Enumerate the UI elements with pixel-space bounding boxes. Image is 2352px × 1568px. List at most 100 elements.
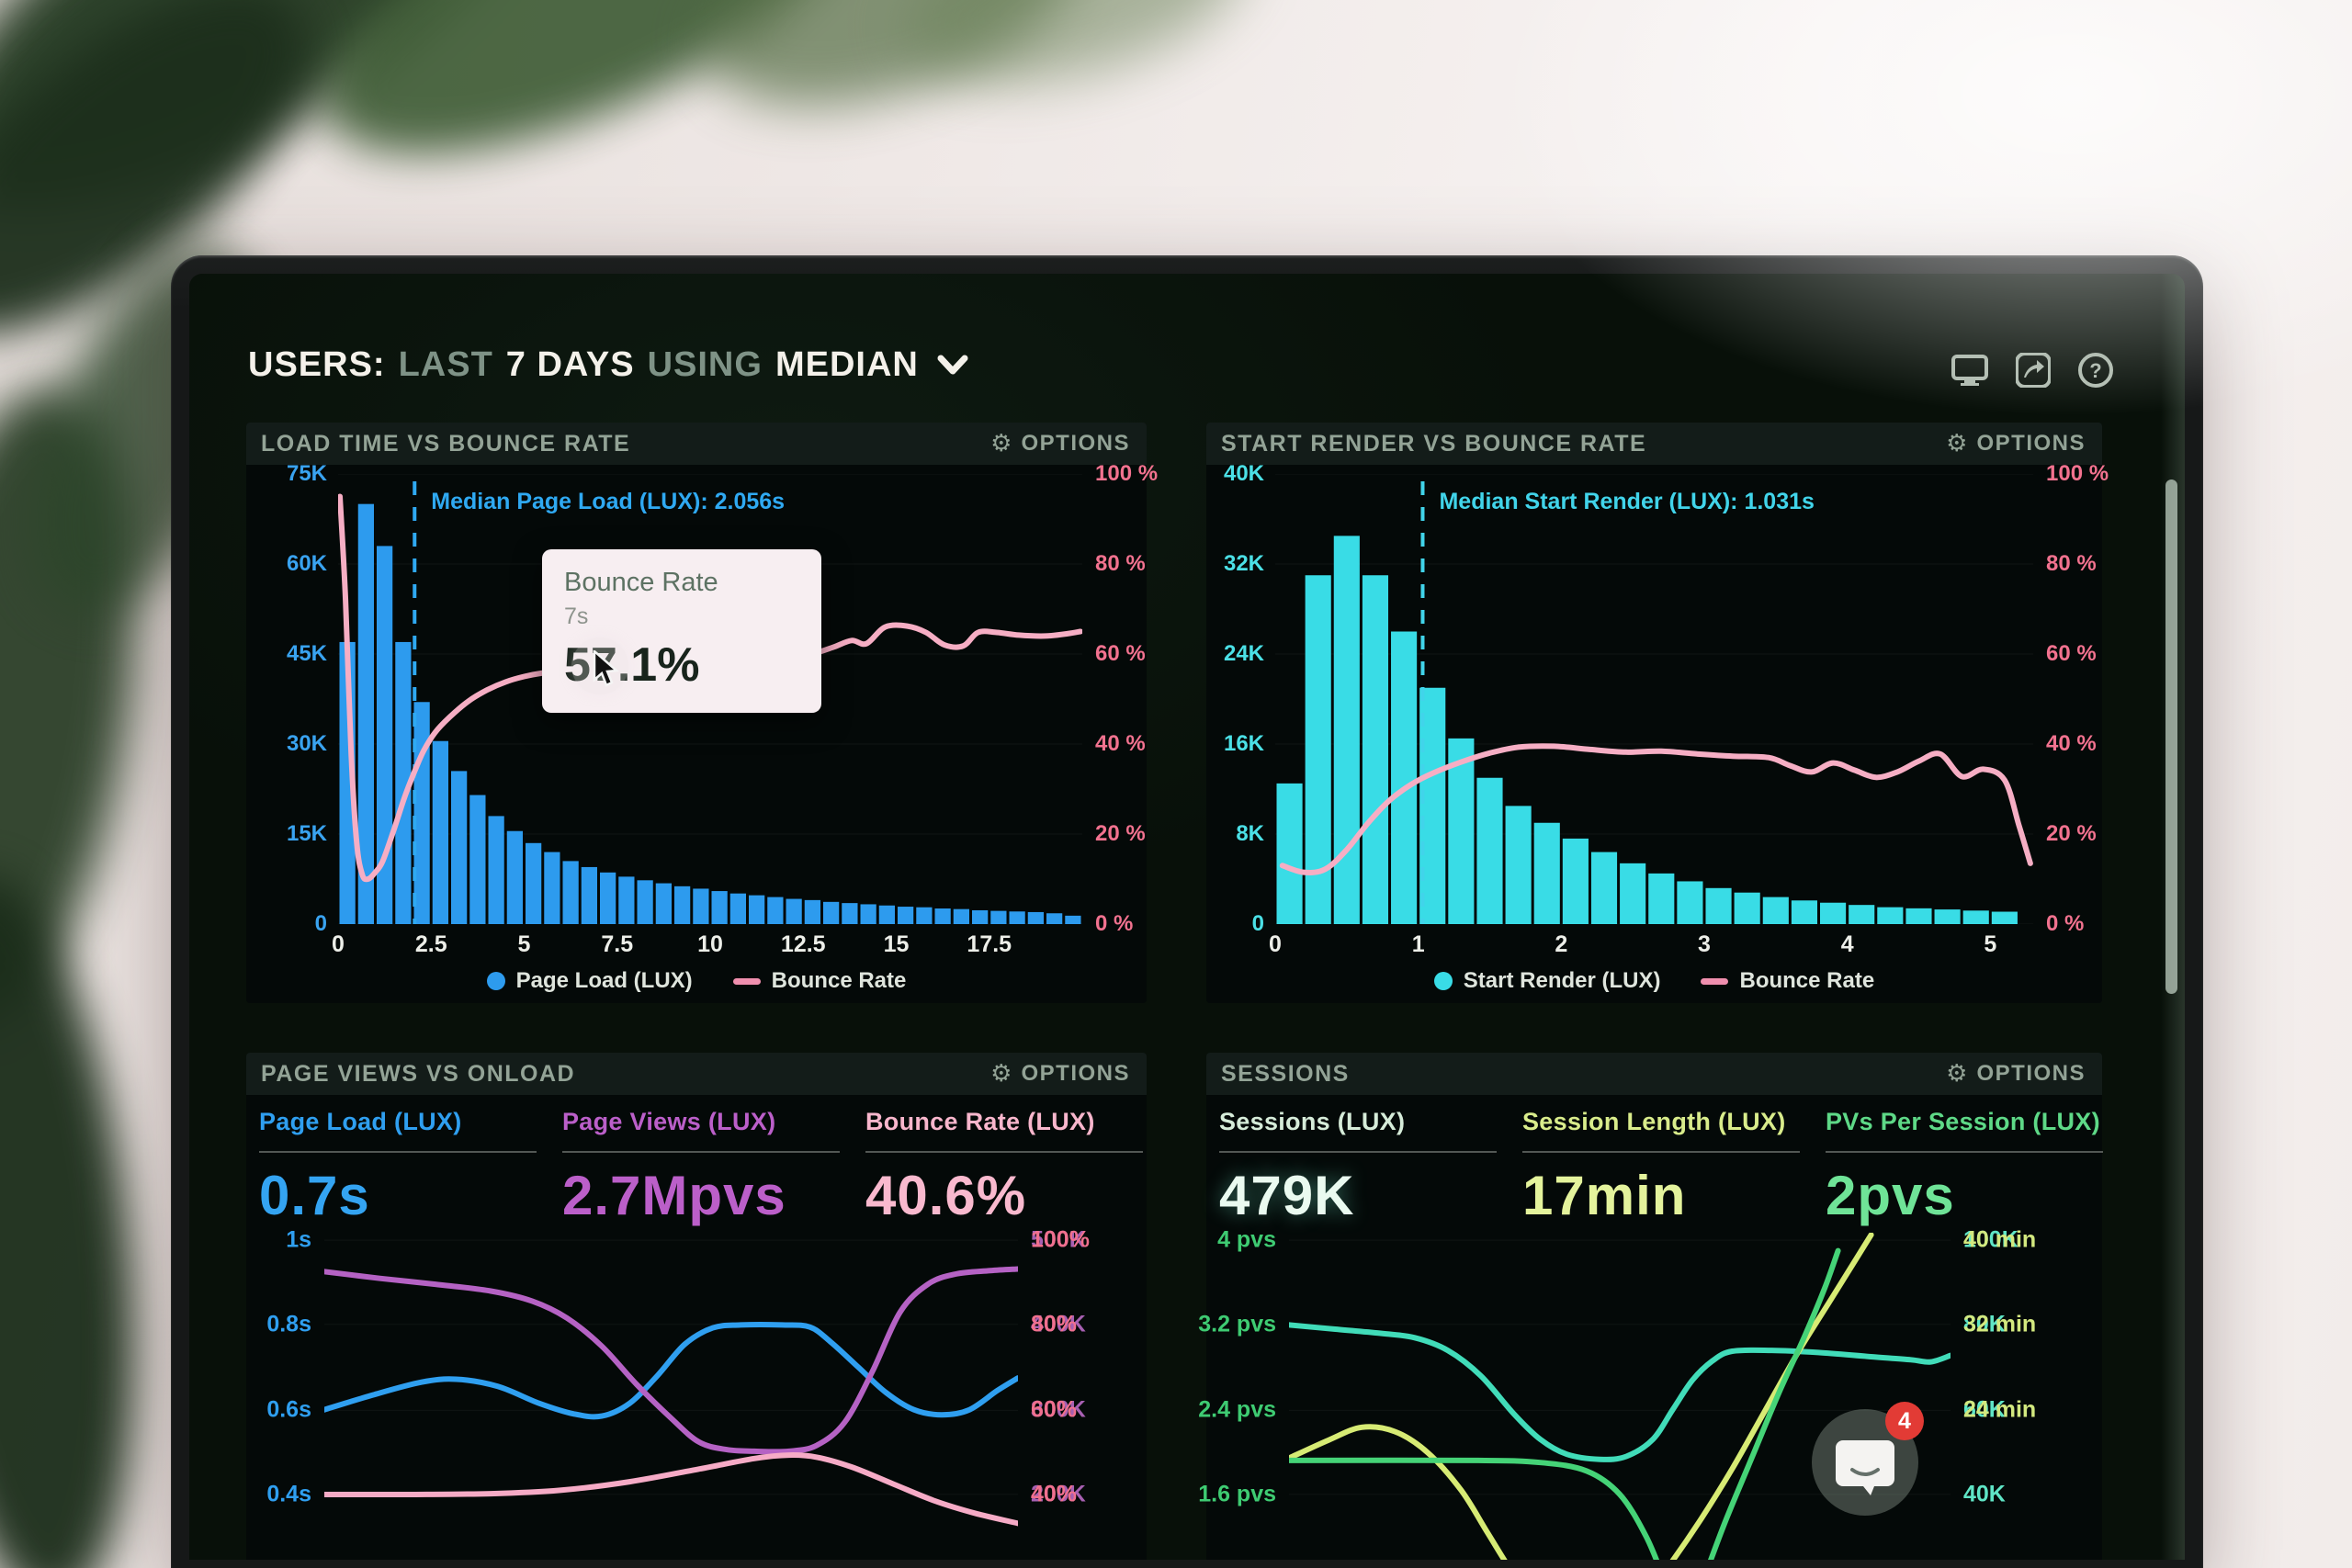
x-axis-tick: 5 (517, 931, 531, 957)
plant-leaf (0, 0, 608, 293)
chart-legend: Page Load (LUX) Bounce Rate (246, 968, 1147, 994)
legend-dash-swatch (1701, 977, 1729, 985)
help-icon[interactable]: ? (2078, 353, 2113, 388)
options-button[interactable]: ⚙ OPTIONS (990, 1061, 1130, 1087)
legend-label: Start Render (LUX) (1463, 968, 1661, 993)
axis-tick: 1.6 pvs (1198, 1481, 1276, 1507)
panel-header: LOAD TIME VS BOUNCE RATE ⚙ OPTIONS (246, 423, 1147, 465)
axis-tick: 100K (1963, 1226, 2018, 1253)
title-part: LAST (398, 345, 493, 384)
gear-icon: ⚙ (990, 430, 1012, 457)
axis-tick: 32K (1223, 551, 1264, 576)
panel-header: START RENDER VS BOUNCE RATE ⚙ OPTIONS (1206, 423, 2102, 465)
axis-tick: 24 min (1963, 1396, 2037, 1423)
metric-divider (865, 1151, 1143, 1153)
options-button[interactable]: ⚙ OPTIONS (1946, 431, 2086, 457)
metric-divider (1826, 1151, 2103, 1153)
plant-leaf (282, 0, 894, 217)
axis-tick: 80K (1963, 1311, 2006, 1337)
axis-tick: 45K (286, 641, 327, 666)
x-axis-tick: 12.5 (780, 931, 826, 957)
plant-leaf (886, 0, 1264, 117)
axis-tick: 20 % (2046, 821, 2097, 846)
y-axis-left: 1s 0.8s 0.6s 0.4s (246, 1227, 324, 1560)
panel-header: PAGE VIEWS VS ONLOAD ⚙ OPTIONS (246, 1053, 1147, 1095)
users-period-dropdown[interactable]: USERS: LAST 7 DAYS USING MEDIAN (248, 345, 968, 385)
metric-label: Sessions (LUX) (1219, 1108, 1406, 1135)
legend-label: Page Load (LUX) (515, 968, 693, 993)
metric-bounce-rate: Bounce Rate (LUX) 40.6% (865, 1108, 1169, 1227)
plant-leaf (0, 863, 167, 1568)
chat-bubble-icon (1836, 1440, 1894, 1495)
x-axis-tick: 7.5 (601, 931, 634, 957)
metric-value: 2.7Mpvs (562, 1165, 786, 1226)
options-label: OPTIONS (1976, 1061, 2086, 1086)
sessions-plot[interactable] (1289, 1233, 1951, 1560)
page-views-plot[interactable] (324, 1233, 1018, 1560)
chevron-down-icon (937, 345, 968, 385)
axis-tick: 30K (286, 731, 327, 756)
x-axis: 0 1 2 3 4 5 (1269, 924, 2033, 961)
axis-tick: 1s (286, 1226, 311, 1253)
metric-row: Page Load (LUX) 0.7s Page Views (LUX) 2.… (246, 1095, 1147, 1227)
y-axis-right: 100K 40 min 80K 32 min 60K 24 min 40K (1951, 1227, 2102, 1560)
axis-tick: 100% (1031, 1226, 1090, 1253)
metric-value: 17min (1522, 1165, 1687, 1226)
legend-label: Bounce Rate (771, 968, 907, 993)
axis-tick: 80 % (2046, 551, 2097, 576)
scrollbar-thumb[interactable] (2165, 479, 2177, 994)
panel-title: START RENDER VS BOUNCE RATE (1221, 430, 1647, 457)
x-axis-tick: 3 (1698, 931, 1711, 957)
axis-tick: 400K (1031, 1311, 1086, 1337)
panel-title: PAGE VIEWS VS ONLOAD (261, 1060, 576, 1087)
legend-dash-swatch (732, 977, 761, 985)
load-time-plot[interactable]: Median Page Load (LUX): 2.056s Bounce Ra… (338, 474, 1082, 924)
options-button[interactable]: ⚙ OPTIONS (990, 431, 1130, 457)
axis-tick: 100 % (1095, 461, 1159, 486)
laptop-bezel: USERS: LAST 7 DAYS USING MEDIAN ? (171, 255, 2203, 1568)
panel-start-render-vs-bounce-rate: START RENDER VS BOUNCE RATE ⚙ OPTIONS 40… (1206, 423, 2109, 1003)
axis-tick: 100 % (2046, 461, 2109, 486)
metric-divider (562, 1151, 840, 1153)
metric-value: 2pvs (1826, 1165, 1955, 1226)
monitor-icon[interactable] (1951, 354, 1988, 387)
axis-tick: 2.4 pvs (1198, 1396, 1276, 1423)
axis-tick: 40 min (1963, 1226, 2037, 1253)
options-label: OPTIONS (1021, 1061, 1130, 1086)
legend-label: Bounce Rate (1739, 968, 1875, 993)
metric-pvs-per-session: PVs Per Session (LUX) 2pvs (1826, 1108, 2129, 1227)
notification-badge: 4 (1885, 1402, 1924, 1440)
share-icon[interactable] (2016, 353, 2051, 388)
metric-label: Page Views (LUX) (562, 1108, 776, 1135)
gear-icon: ⚙ (1946, 1060, 1968, 1088)
legend-item: Page Load (LUX) (486, 968, 693, 994)
axis-tick: 40 % (1095, 731, 1146, 756)
options-label: OPTIONS (1021, 431, 1130, 456)
start-render-plot[interactable]: Median Start Render (LUX): 1.031s (1275, 474, 2033, 924)
mouse-cursor (571, 637, 628, 695)
title-part: 7 DAYS (505, 345, 635, 384)
legend-dot-swatch (486, 972, 505, 990)
metric-label: PVs Per Session (LUX) (1826, 1108, 2100, 1135)
axis-tick: 0 % (2046, 911, 2085, 936)
metric-value: 40.6% (865, 1165, 1027, 1226)
axis-tick: 40 % (2046, 731, 2097, 756)
x-axis-tick: 17.5 (967, 931, 1012, 957)
axis-tick: 15K (286, 821, 327, 846)
axis-tick: 300K (1031, 1396, 1086, 1423)
axis-tick: 60% (1031, 1396, 1078, 1423)
legend-dot-swatch (1433, 972, 1453, 990)
panel-sessions: SESSIONS ⚙ OPTIONS Sessions (LUX) 479K (1198, 1053, 2103, 1560)
options-button[interactable]: ⚙ OPTIONS (1946, 1061, 2086, 1087)
metric-value: 479K (1219, 1165, 1355, 1226)
chart-area: 75K 60K 45K 30K 15K 0 Median Page Load (LUX):… (246, 461, 1158, 936)
axis-tick: 75K (286, 461, 327, 486)
dashboard-screen: USERS: LAST 7 DAYS USING MEDIAN ? (189, 274, 2185, 1560)
title-part: USERS: (248, 345, 386, 384)
axis-tick: 0 (314, 911, 327, 936)
axis-tick: 200K (1031, 1481, 1086, 1507)
y-axis-left: 4 pvs 3.2 pvs 2.4 pvs 1.6 pvs (1198, 1227, 1289, 1560)
x-axis-tick: 5 (1984, 931, 1997, 957)
chat-launcher-button[interactable]: 4 (1812, 1402, 1924, 1516)
axis-tick: 60 % (1095, 641, 1146, 666)
